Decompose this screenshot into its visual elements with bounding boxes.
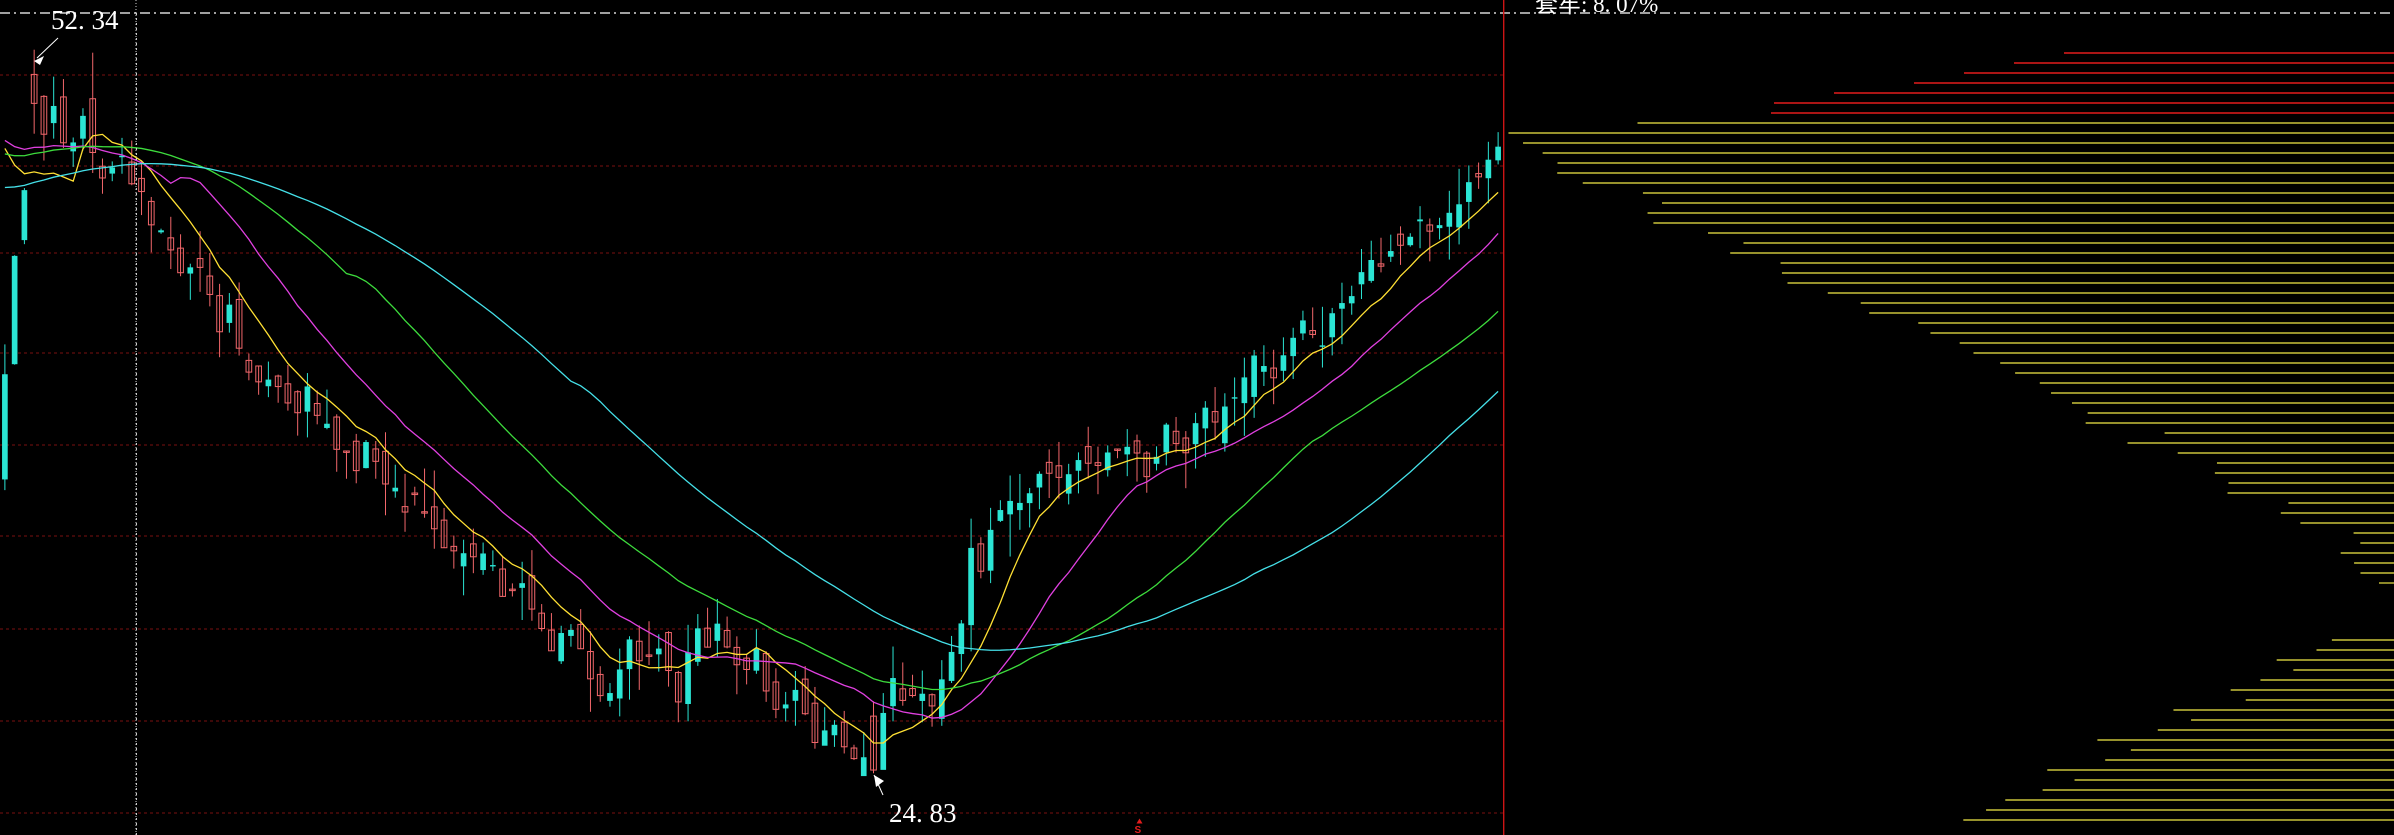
svg-text:52. 34: 52. 34 (51, 5, 119, 35)
svg-text:24. 83: 24. 83 (889, 798, 957, 828)
svg-text:S: S (1135, 825, 1142, 835)
svg-text:套牢: 8. 07%: 套牢: 8. 07% (1535, 0, 1658, 17)
